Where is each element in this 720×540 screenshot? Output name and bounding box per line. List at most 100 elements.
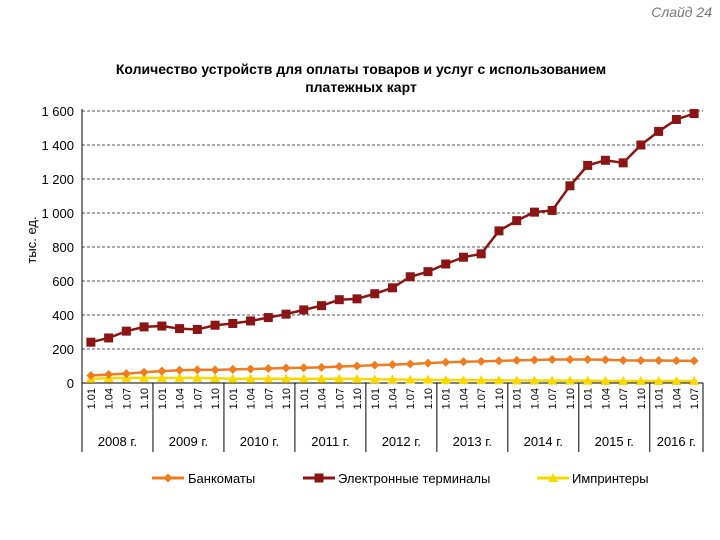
data-point [458,252,468,262]
data-point [689,109,699,119]
y-tick-label: 1 400 [41,138,74,153]
data-point [476,249,486,259]
data-point [175,365,185,375]
data-point [547,375,558,385]
data-point [618,375,629,385]
data-point [157,321,167,331]
data-point [654,356,664,366]
x-tick-label: 1.04 [671,388,683,409]
x-tick-label: 1.10 [636,388,648,409]
x-tick-label: 1.01 [157,388,169,409]
x-tick-label: 1.10 [565,388,577,409]
x-tick-label: 1.10 [494,388,506,409]
chart-title-line-1: Количество устройств для оплаты товаров … [116,61,606,77]
data-point [157,366,167,376]
legend-label: Банкоматы [188,471,255,486]
data-point [352,361,362,371]
data-point [671,115,681,124]
series-lines [85,109,700,385]
data-point [316,373,327,383]
data-point [512,216,522,226]
x-tick-label: 1.01 [441,388,453,409]
data-point [317,362,327,372]
x-tick-label: 1.10 [281,388,293,409]
year-label: 2011 г. [311,434,349,449]
data-point [441,259,451,269]
y-tick-label: 400 [52,308,74,323]
data-point [512,355,522,365]
data-point [547,205,557,215]
data-point [405,374,416,384]
data-point [317,301,327,311]
data-point [86,337,96,347]
data-point [636,356,646,366]
year-label: 2016 г. [657,434,696,449]
data-point [689,356,699,366]
data-point [387,374,398,384]
data-point [334,295,344,305]
y-tick-label: 200 [52,342,74,357]
legend-label: Импринтеры [572,471,649,486]
data-point [600,355,610,365]
year-label: 2014 г. [524,434,563,449]
data-point [458,357,468,367]
data-point [671,356,681,366]
series-1 [86,109,699,347]
data-point [405,359,415,369]
data-point [352,294,362,304]
data-point [583,355,593,365]
legend-marker [548,473,558,482]
data-point [547,355,557,365]
data-point [281,373,292,383]
y-tick-label: 1 600 [41,104,74,119]
axes [81,109,703,384]
data-point [636,140,646,150]
data-point [600,375,611,385]
data-point [476,375,487,385]
slide-label: Слайд 24 [651,4,712,20]
data-point [440,374,451,384]
x-tick-label: 1.04 [458,388,470,409]
x-tick-label: 1.04 [175,388,187,409]
data-point [192,372,203,382]
data-point [689,375,700,385]
x-axis-ticks: 1.01 1.04 1.07 1.10 1.01 1.04 1.07 1.10 1.01 1.04… [86,388,701,409]
data-point [334,362,344,372]
data-point [156,372,167,382]
x-tick-label: 1.04 [246,388,258,409]
data-point [210,320,220,330]
chart-title-line-2: платежных карт [305,79,417,95]
data-point [529,355,539,365]
data-point [618,355,628,365]
data-point [529,207,539,217]
x-tick-label: 1.07 [334,388,346,409]
grid-lines [82,110,703,350]
x-tick-label: 1.04 [600,388,612,409]
x-tick-label: 1.01 [512,388,524,409]
data-point [228,319,238,328]
y-tick-label: 600 [52,274,74,289]
data-point [334,373,345,383]
legend: Банкоматы Электронные терминалы Импринтеры [152,471,649,486]
x-tick-label: 1.01 [86,388,98,409]
data-point [494,226,504,236]
legend-marker [314,473,324,483]
legend-label: Электронные терминалы [338,471,490,486]
data-point [298,373,309,383]
data-point [139,372,150,382]
x-tick-label: 1.04 [317,388,329,409]
data-point [582,375,593,385]
data-point [529,375,540,385]
data-point [121,369,131,379]
data-point [369,374,380,384]
series-line [90,112,695,344]
data-point [388,283,397,293]
data-point [227,373,238,383]
y-axis-title: тыс. ед. [24,216,39,263]
data-point [618,158,628,168]
data-point [192,324,202,334]
year-label: 2013 г. [453,434,492,449]
x-tick-label: 1.07 [618,388,630,409]
data-point [583,160,593,170]
x-tick-label: 1.07 [689,388,701,409]
